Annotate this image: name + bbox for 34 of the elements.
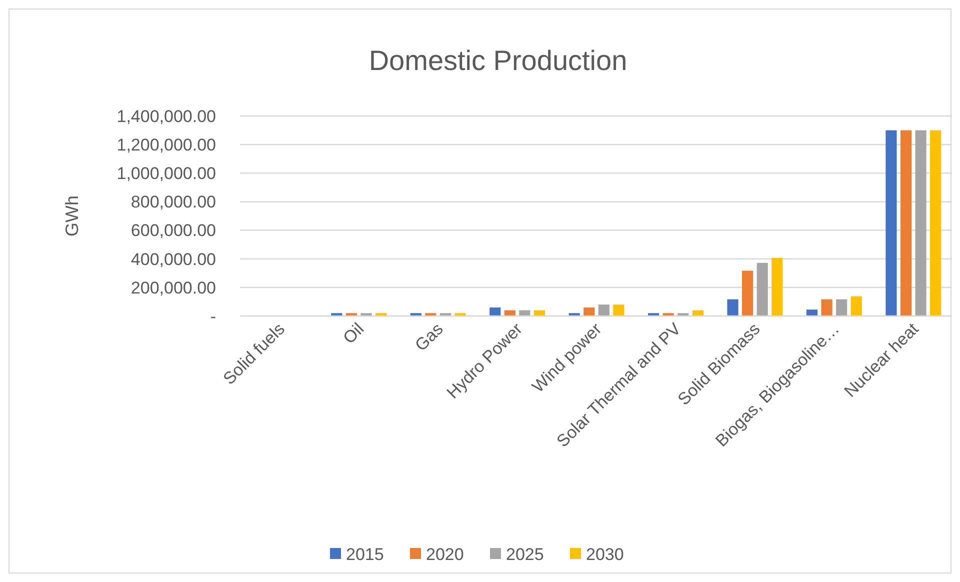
bar [900,130,912,316]
y-tick-label: 1,000,000.00 [116,164,216,184]
y-axis-title: GWh [62,195,82,237]
bar [490,307,501,316]
bar [598,304,610,316]
legend-label: 2025 [506,544,544,564]
y-tick-label: 200,000.00 [130,278,216,298]
bar [821,299,832,316]
chart-title: Domestic Production [368,45,628,76]
bar [727,299,738,316]
bar [454,313,466,316]
legend-label: 2020 [426,544,464,564]
bar [360,313,372,316]
bar [850,296,862,316]
y-tick-label: 800,000.00 [130,192,216,212]
bar [584,307,595,316]
bar [756,262,768,316]
legend-label: 2015 [346,544,384,564]
y-tick-label: 1,200,000.00 [116,136,216,155]
bar [806,310,818,316]
y-tick-label: - [210,306,216,326]
bar [836,299,848,316]
y-tick-label: 400,000.00 [130,250,216,269]
bar [772,258,783,316]
y-tick-label: 600,000.00 [130,221,216,240]
bar [930,130,942,316]
bar [886,130,897,316]
bar [613,304,624,316]
bar [742,270,754,316]
y-tick-label: 1,400,000.00 [116,106,216,126]
x-tick-label: Oil [340,319,368,348]
x-tick-label: Gas [411,319,447,355]
legend-label: 2030 [586,544,624,564]
bar [915,130,926,316]
